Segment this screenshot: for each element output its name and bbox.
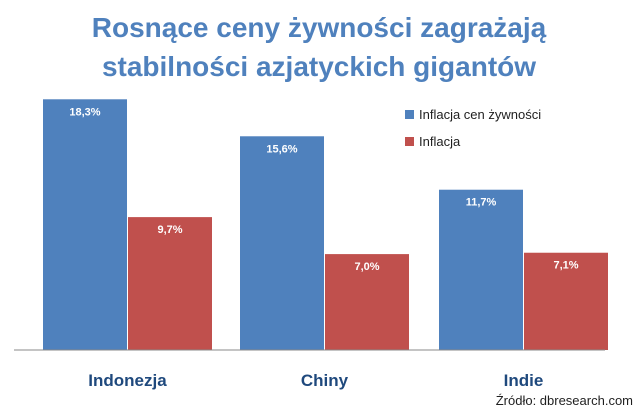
category-axis-labels: Indonezja Chiny Indie bbox=[88, 371, 543, 390]
source-note: Źródło: dbresearch.com bbox=[496, 393, 633, 408]
category-label-chiny: Chiny bbox=[301, 371, 349, 390]
category-label-indonezja: Indonezja bbox=[88, 371, 167, 390]
category-label-indie: Indie bbox=[504, 371, 544, 390]
bar-value-label-chiny-series-1: 7,0% bbox=[354, 261, 379, 273]
bar-value-label-indie-series-0: 11,7% bbox=[466, 197, 497, 209]
bar-indie-series-0 bbox=[439, 189, 523, 350]
legend-label-series-1: Inflacja bbox=[419, 134, 461, 149]
bar-value-labels: 18,3% 9,7% 15,6% 7,0% 11,7% 7,1% bbox=[69, 106, 578, 273]
bar-chiny-series-0 bbox=[240, 136, 324, 350]
bar-indie-series-1 bbox=[524, 252, 608, 350]
chart-title-line-1: Rosnące ceny żywności zagrażają bbox=[92, 12, 547, 43]
legend-swatch-series-1 bbox=[405, 137, 414, 146]
legend-label-series-0: Inflacja cen żywności bbox=[419, 107, 541, 122]
bar-value-label-indonezja-series-0: 18,3% bbox=[69, 106, 100, 118]
chart-title-line-2: stabilności azjatyckich gigantów bbox=[102, 51, 536, 82]
bars-group bbox=[43, 99, 608, 350]
bar-value-label-indie-series-1: 7,1% bbox=[553, 260, 578, 272]
legend-swatch-series-0 bbox=[405, 110, 414, 119]
bar-indonezja-series-0 bbox=[43, 99, 127, 350]
bar-value-label-chiny-series-0: 15,6% bbox=[266, 143, 297, 155]
bar-value-label-indonezja-series-1: 9,7% bbox=[157, 224, 182, 236]
legend: Inflacja cen żywności Inflacja bbox=[405, 107, 541, 149]
bar-indonezja-series-1 bbox=[128, 217, 212, 350]
bar-chiny-series-1 bbox=[325, 254, 409, 350]
